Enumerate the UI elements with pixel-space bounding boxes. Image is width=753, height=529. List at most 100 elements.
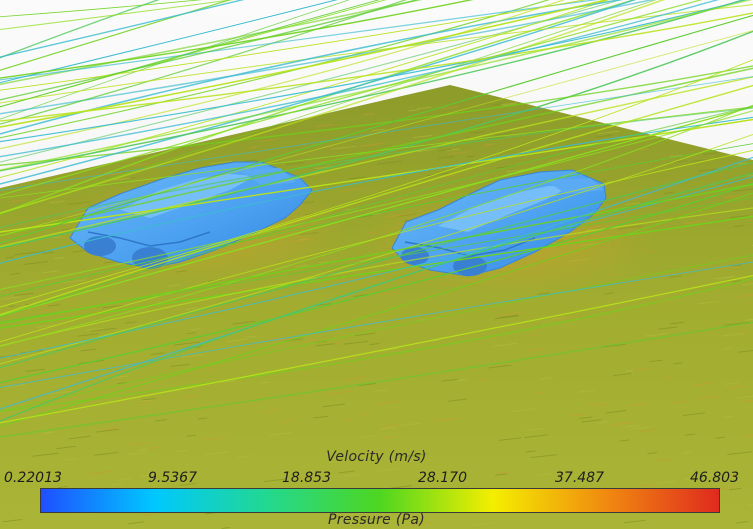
ground-texture-stroke <box>62 458 78 461</box>
ground-texture-stroke <box>401 422 422 427</box>
ground-texture-stroke <box>499 437 522 441</box>
ground-texture-stroke <box>22 377 43 382</box>
ground-texture-stroke <box>205 451 229 456</box>
ground-texture-stroke <box>526 427 544 431</box>
streamline <box>0 0 753 171</box>
ground-texture-stroke <box>186 332 196 335</box>
streamline <box>0 0 474 79</box>
colorbar-tick-label: 46.803 <box>690 470 739 486</box>
ground-texture-stroke <box>338 277 362 282</box>
streamlines <box>0 0 753 438</box>
ground-texture-stroke <box>531 454 557 459</box>
ground-texture-stroke <box>208 368 219 371</box>
ground-texture-stroke <box>17 469 32 473</box>
ground-texture-stroke <box>322 403 345 408</box>
ground-texture-stroke <box>341 187 366 192</box>
ground-texture-stroke <box>376 160 402 165</box>
ground-texture-stroke <box>466 155 476 158</box>
ground-texture-stroke <box>380 424 399 428</box>
ground-texture-stroke <box>479 378 492 381</box>
ground-texture-stroke <box>244 320 256 323</box>
ground-texture-stroke <box>658 326 678 330</box>
ground-texture-stroke <box>218 379 237 383</box>
ground-texture-stroke <box>10 272 21 275</box>
ground-texture-stroke <box>446 148 460 152</box>
ground-texture-stroke <box>49 390 74 395</box>
ground-texture-stroke <box>23 261 49 266</box>
ground-texture-stroke <box>539 376 553 380</box>
ground-texture-stroke <box>663 191 674 195</box>
colorbar-tick-label: 9.5367 <box>148 470 197 486</box>
ground-texture-stroke <box>313 415 329 419</box>
ground-texture-stroke <box>536 473 552 477</box>
ground-texture-stroke <box>639 148 649 151</box>
ground-texture-stroke <box>115 478 132 481</box>
ground-texture-stroke <box>140 399 154 403</box>
ground-texture-stroke <box>14 292 34 296</box>
ground-texture-stroke <box>623 519 646 524</box>
streamline <box>0 0 235 31</box>
streamline <box>0 161 753 369</box>
ground-texture-stroke <box>746 318 753 321</box>
ground-texture-stroke <box>181 354 202 358</box>
ground-texture-stroke <box>628 402 648 407</box>
ground-texture-stroke <box>190 328 201 331</box>
ground-texture-stroke <box>330 460 347 464</box>
ground-texture-stroke <box>77 333 100 337</box>
ground-texture-stroke <box>605 410 626 414</box>
streamline <box>0 274 753 424</box>
ground-texture-stroke <box>343 473 363 477</box>
ground-texture-stroke <box>38 303 53 307</box>
ground-texture-stroke <box>609 421 634 426</box>
streamline <box>0 0 381 108</box>
ground-texture-stroke <box>722 347 732 350</box>
ground-texture-stroke <box>599 421 609 424</box>
ground-texture-stroke <box>55 445 76 450</box>
ground-texture-stroke <box>235 455 252 459</box>
ground-texture-stroke <box>382 436 393 439</box>
streamline <box>0 4 753 104</box>
vehicle-right[interactable] <box>391 169 607 277</box>
ground-texture-stroke <box>732 188 753 192</box>
ground-texture-stroke <box>727 451 753 456</box>
streamline <box>0 84 753 316</box>
ground-texture-stroke <box>613 373 632 377</box>
ground-texture-stroke <box>748 174 753 177</box>
ground-texture-stroke <box>738 350 753 353</box>
ground-texture-stroke <box>692 381 716 386</box>
ground-texture-stroke <box>500 102 518 106</box>
ground-texture-stroke <box>696 300 720 305</box>
streamline <box>0 172 753 422</box>
ground-texture-stroke <box>511 408 537 413</box>
ground-texture-stroke <box>729 215 748 219</box>
ground-texture-stroke <box>338 470 355 474</box>
ground-texture-stroke <box>175 449 187 453</box>
ground-texture-stroke <box>80 348 97 352</box>
ground-texture-stroke <box>587 403 600 406</box>
ground-texture-stroke <box>684 433 696 436</box>
streamline <box>0 116 753 264</box>
colorbar-tick-label: 28.170 <box>418 470 467 486</box>
ground-texture-stroke <box>441 378 459 382</box>
ground-texture-stroke <box>499 314 519 318</box>
ground-texture-stroke <box>682 412 706 417</box>
ground-texture-stroke <box>364 151 382 155</box>
ground-texture-stroke <box>226 288 252 293</box>
ground-texture-stroke <box>530 333 541 336</box>
ground-texture-stroke <box>498 312 523 317</box>
ground-texture-stroke <box>343 340 368 345</box>
ground-texture-stroke <box>35 324 57 328</box>
ground-texture-stroke <box>179 482 197 486</box>
ground-texture-stroke <box>174 341 200 346</box>
ground-texture-stroke <box>5 256 15 259</box>
ground-texture-stroke <box>495 473 508 476</box>
ground-texture-stroke <box>141 513 155 517</box>
streamline <box>0 107 753 229</box>
ground-texture-stroke <box>185 434 196 437</box>
streamline <box>0 277 753 412</box>
ground-texture-stroke <box>417 148 437 153</box>
ground-texture-stroke <box>359 283 369 286</box>
streamline <box>0 0 419 101</box>
